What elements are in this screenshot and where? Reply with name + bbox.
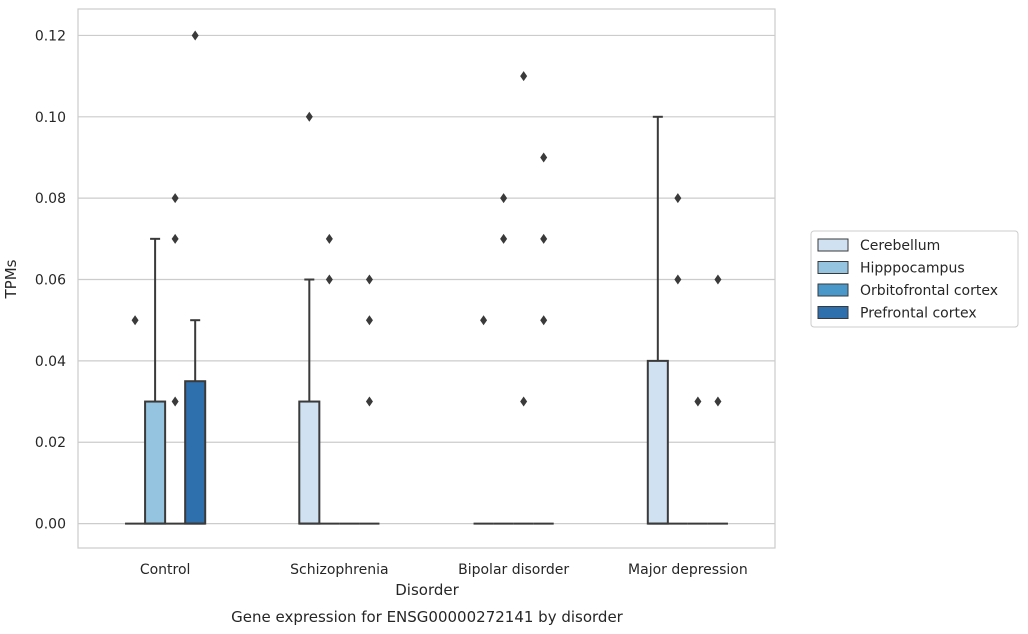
outlier-point (540, 233, 548, 244)
outlier-point (520, 71, 528, 82)
outlier-point (714, 274, 722, 285)
outlier-point (694, 396, 702, 407)
legend-label: Prefrontal cortex (860, 306, 977, 322)
outlier-point (171, 396, 179, 407)
outlier-point (171, 233, 179, 244)
y-tick-label: 0.02 (35, 435, 66, 451)
outlier-point (191, 30, 199, 41)
outlier-point (500, 233, 508, 244)
box (144, 400, 167, 525)
x-axis-title: Disorder (395, 581, 459, 599)
outlier-points (131, 30, 722, 407)
chart-title: Gene expression for ENSG00000272141 by d… (231, 608, 624, 626)
x-tick-label: Major depression (628, 562, 748, 578)
legend-label: Hipppocampus (860, 261, 965, 277)
outlier-point (325, 233, 333, 244)
outlier-point (540, 315, 548, 326)
x-tick-label: Schizophrenia (290, 562, 388, 578)
y-tick-label: 0.06 (35, 273, 66, 289)
outlier-point (325, 274, 333, 285)
outlier-point (171, 193, 179, 204)
legend-swatch (817, 306, 849, 319)
legend-swatch (817, 238, 849, 252)
box (646, 359, 669, 525)
y-tick-label: 0.04 (35, 354, 66, 370)
x-tick-labels: Control Schizophrenia Bipolar disorder Majo… (140, 562, 748, 578)
box (184, 380, 207, 525)
y-tick-label: 0.12 (35, 28, 66, 44)
y-tick-label: 0.10 (35, 110, 66, 126)
legend-swatch (817, 283, 849, 297)
legend-swatch (817, 261, 849, 274)
outlier-point (500, 193, 508, 204)
outlier-point (305, 111, 313, 122)
legend-label: Cerebellum (860, 238, 940, 254)
outlier-point (674, 193, 682, 204)
outlier-point (714, 396, 722, 407)
x-tick-label: Control (140, 562, 191, 578)
outlier-point (131, 315, 139, 326)
y-tick-labels: 0.00 0.02 0.04 0.06 0.08 0.10 0.12 (35, 28, 66, 532)
box (298, 400, 321, 525)
outlier-point (365, 274, 373, 285)
outlier-point (365, 396, 373, 407)
plot-area-frame (77, 8, 776, 549)
box-series (125, 115, 728, 525)
outlier-point (674, 274, 682, 285)
y-axis-title: TPMs (2, 259, 20, 299)
y-tick-label: 0.08 (35, 191, 66, 207)
outlier-point (480, 315, 488, 326)
y-tick-label: 0.00 (35, 517, 66, 533)
legend-frame (810, 230, 1019, 328)
x-tick-label: Bipolar disorder (458, 562, 569, 578)
outlier-point (520, 396, 528, 407)
outlier-point (365, 315, 373, 326)
outlier-point (540, 152, 548, 163)
legend: Cerebellum Hipppocampus Orbitofrontal cort… (810, 230, 1019, 328)
legend-label: Orbitofrontal cortex (860, 283, 998, 299)
